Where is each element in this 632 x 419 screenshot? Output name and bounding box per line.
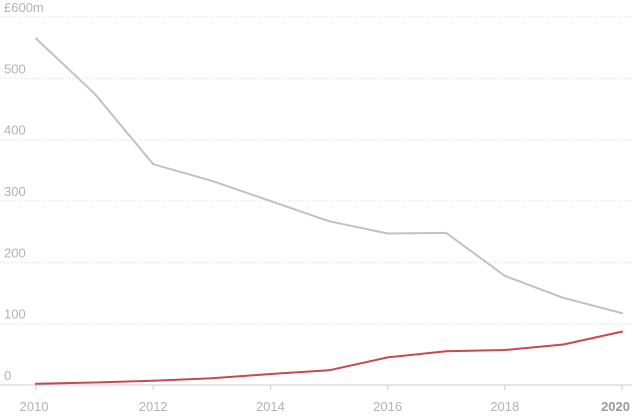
x-tick-label-2010: 2010 bbox=[20, 399, 49, 414]
x-tick-label-2016: 2016 bbox=[373, 399, 402, 414]
y-tick-label-300: 300 bbox=[4, 184, 26, 199]
red-series-point-2016 bbox=[386, 356, 389, 359]
y-tick-label-500: 500 bbox=[4, 61, 26, 76]
y-axis-ticks: 0 100 200 300 400 500 £600m bbox=[4, 0, 44, 383]
grey-series-point-2015 bbox=[328, 220, 330, 223]
grey-series-point-2017 bbox=[445, 231, 448, 234]
red-series-point-2019 bbox=[562, 343, 565, 346]
red-series-point-2010 bbox=[35, 382, 37, 385]
grey-series-point-2012 bbox=[152, 163, 155, 166]
red-series-point-2011 bbox=[93, 381, 96, 384]
grey-series-point-2020 bbox=[621, 312, 623, 315]
series-lines bbox=[35, 37, 623, 385]
red-series-point-2014 bbox=[269, 373, 272, 375]
red-series-point-2013 bbox=[210, 377, 213, 380]
grey-series-point-2019 bbox=[562, 297, 565, 299]
x-tick-label-2018: 2018 bbox=[490, 399, 519, 414]
grey-series-point-2013 bbox=[210, 179, 213, 182]
y-tick-label-100: 100 bbox=[4, 307, 26, 322]
red-series-point-2015 bbox=[328, 369, 330, 372]
grey-series-point-2018 bbox=[503, 274, 506, 277]
grey-series-point-2010 bbox=[35, 37, 37, 40]
x-tick-label-2012: 2012 bbox=[139, 399, 168, 414]
y-tick-label-600: £600m bbox=[4, 0, 44, 15]
grey-series-point-2014 bbox=[269, 200, 272, 202]
red-series-point-2017 bbox=[445, 350, 448, 353]
x-tick-label-2020: 2020 bbox=[601, 399, 630, 414]
grey-series-line bbox=[35, 37, 623, 315]
x-tick-label-2014: 2014 bbox=[256, 399, 285, 414]
x-axis-ticks: 2010 2012 2014 2016 2018 2020 bbox=[20, 385, 630, 414]
grey-series-point-2016 bbox=[386, 232, 389, 235]
red-series-point-2020 bbox=[621, 330, 623, 333]
gridlines bbox=[0, 16, 632, 386]
grey-series-point-2011 bbox=[93, 92, 96, 95]
red-series-point-2018 bbox=[503, 349, 506, 351]
red-series-line bbox=[35, 330, 623, 385]
red-series-point-2012 bbox=[152, 379, 155, 382]
y-tick-label-0: 0 bbox=[4, 368, 11, 383]
y-tick-label-200: 200 bbox=[4, 245, 26, 260]
y-tick-label-400: 400 bbox=[4, 123, 26, 138]
